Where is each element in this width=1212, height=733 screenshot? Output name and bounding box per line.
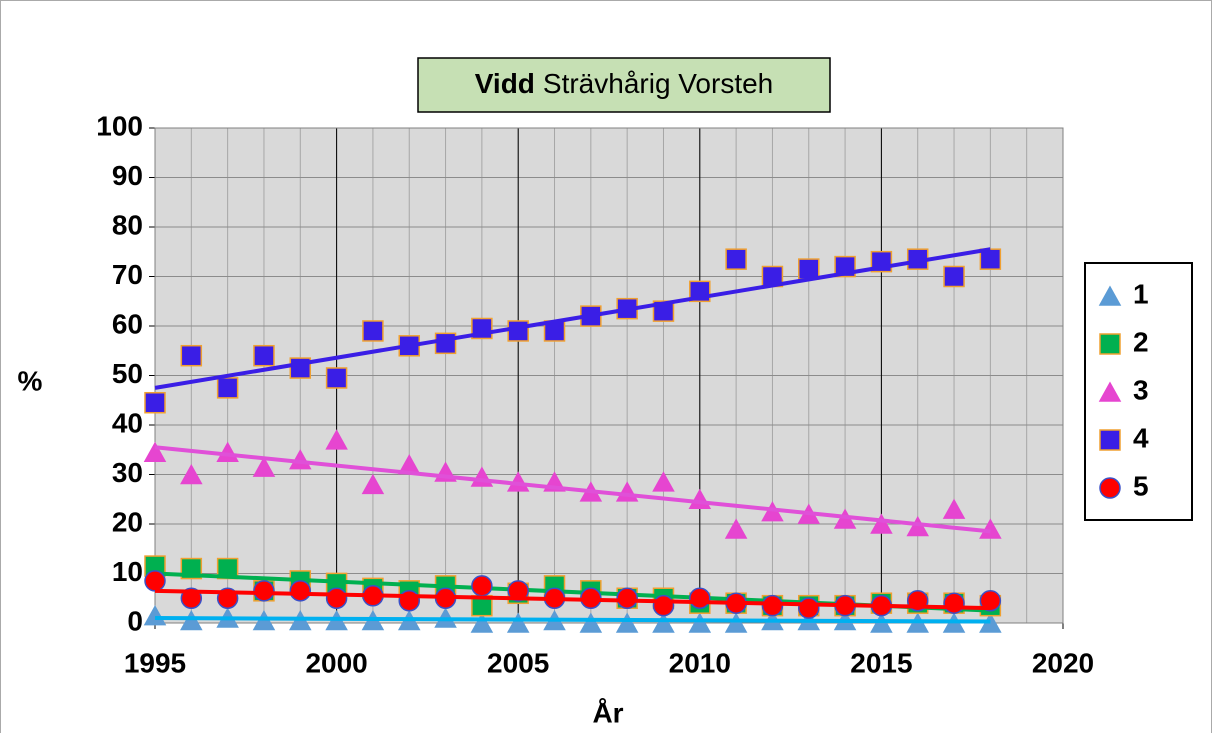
marker xyxy=(688,612,712,633)
marker xyxy=(507,320,529,342)
marker xyxy=(143,605,167,626)
marker xyxy=(180,609,203,631)
marker xyxy=(652,612,675,633)
y-tick-label: 60 xyxy=(112,308,143,339)
marker xyxy=(724,518,748,539)
marker xyxy=(579,612,603,633)
x-axis-label: År xyxy=(592,697,623,728)
marker xyxy=(180,463,203,485)
y-tick-label: 0 xyxy=(127,605,143,636)
y-tick-label: 70 xyxy=(112,259,143,290)
y-axis-label: % xyxy=(18,365,43,396)
marker xyxy=(1099,429,1121,451)
trend-line xyxy=(154,247,991,390)
x-tick-label: 2005 xyxy=(487,647,549,678)
marker xyxy=(1098,381,1122,402)
marker xyxy=(724,612,748,633)
marker xyxy=(615,612,639,633)
y-tick-label: 50 xyxy=(112,358,143,389)
legend-label: 1 xyxy=(1133,278,1149,309)
legend-label: 2 xyxy=(1133,326,1149,357)
x-tick-label: 2020 xyxy=(1032,647,1094,678)
marker xyxy=(434,332,457,355)
marker xyxy=(1099,333,1121,355)
marker xyxy=(362,320,384,342)
marker xyxy=(180,344,203,367)
marker xyxy=(361,473,385,495)
chart-title: Vidd Strävhårig Vorsteh xyxy=(475,68,774,99)
legend xyxy=(1084,262,1193,521)
marker xyxy=(325,367,348,389)
title-box xyxy=(417,57,831,113)
y-tick-label: 80 xyxy=(112,209,143,240)
x-tick-label: 2000 xyxy=(305,647,367,678)
marker xyxy=(144,391,166,414)
marker xyxy=(652,471,675,492)
plot-border xyxy=(154,127,1064,624)
trend-line xyxy=(154,616,991,624)
legend-label: 3 xyxy=(1133,374,1149,405)
trend-line xyxy=(154,445,991,534)
y-tick-label: 90 xyxy=(112,160,143,191)
marker xyxy=(507,580,529,602)
marker xyxy=(689,587,711,609)
y-tick-label: 40 xyxy=(112,407,143,438)
x-tick-label: 2015 xyxy=(850,647,912,678)
marker xyxy=(252,609,276,631)
title-bold: Vidd xyxy=(475,68,535,99)
marker xyxy=(616,587,638,609)
marker xyxy=(979,248,1002,270)
x-tick-label: 1995 xyxy=(124,647,186,678)
marker xyxy=(253,344,275,367)
marker xyxy=(942,498,966,519)
marker xyxy=(471,575,493,597)
marker xyxy=(725,248,747,270)
marker xyxy=(252,456,276,477)
marker xyxy=(652,594,675,617)
y-tick-label: 100 xyxy=(96,110,143,141)
title-text: Strävhårig Vorsteh xyxy=(543,68,773,99)
marker xyxy=(1099,477,1121,499)
marker xyxy=(1098,285,1122,306)
marker xyxy=(325,429,348,450)
y-tick-label: 20 xyxy=(112,506,143,537)
marker xyxy=(943,265,965,288)
marker xyxy=(253,580,275,602)
marker xyxy=(289,580,312,602)
marker xyxy=(216,377,239,399)
marker xyxy=(798,258,820,280)
marker xyxy=(506,612,530,633)
y-tick-label: 10 xyxy=(112,556,143,587)
marker xyxy=(943,592,965,614)
marker xyxy=(144,570,166,592)
marker xyxy=(979,589,1002,612)
marker xyxy=(325,587,348,609)
marker xyxy=(470,612,494,633)
marker xyxy=(870,513,893,534)
marker xyxy=(798,597,820,619)
marker xyxy=(143,441,167,462)
x-tick-label: 2010 xyxy=(669,647,731,678)
marker xyxy=(398,589,420,612)
legend-label: 4 xyxy=(1133,422,1149,453)
trend-line xyxy=(154,588,991,611)
legend-label: 5 xyxy=(1133,470,1149,501)
y-tick-label: 30 xyxy=(112,457,143,488)
